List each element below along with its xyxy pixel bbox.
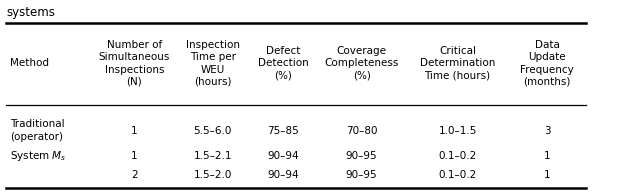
Text: 90–94: 90–94 [268,170,299,180]
Text: 1: 1 [131,151,138,161]
Text: 3: 3 [544,126,550,136]
Text: 75–85: 75–85 [268,126,299,136]
Text: 1: 1 [131,126,138,136]
Text: Number of
Simultaneous
Inspections
(N): Number of Simultaneous Inspections (N) [99,40,170,87]
Text: Defect
Detection
(%): Defect Detection (%) [258,46,308,81]
Text: Coverage
Completeness
(%): Coverage Completeness (%) [324,46,399,81]
Text: Traditional
(operator): Traditional (operator) [10,119,64,142]
Text: 2: 2 [131,170,138,180]
Text: Inspection
Time per
WEU
(hours): Inspection Time per WEU (hours) [186,40,240,87]
Text: 1.0–1.5: 1.0–1.5 [438,126,477,136]
Text: 90–95: 90–95 [346,170,378,180]
Text: 90–94: 90–94 [268,151,299,161]
Text: 1.5–2.1: 1.5–2.1 [193,151,232,161]
Text: 1: 1 [544,151,550,161]
Text: Method: Method [10,58,49,68]
Text: Data
Update
Frequency
(months): Data Update Frequency (months) [520,40,574,87]
Text: 90–95: 90–95 [346,151,378,161]
Text: 0.1–0.2: 0.1–0.2 [438,170,477,180]
Text: Critical
Determination
Time (hours): Critical Determination Time (hours) [420,46,495,81]
Text: 1.5–2.0: 1.5–2.0 [194,170,232,180]
Text: 0.1–0.2: 0.1–0.2 [438,151,477,161]
Text: systems: systems [6,6,55,19]
Text: 70–80: 70–80 [346,126,378,136]
Text: System $M_s$: System $M_s$ [10,150,66,163]
Text: 1: 1 [544,170,550,180]
Text: 5.5–6.0: 5.5–6.0 [194,126,232,136]
